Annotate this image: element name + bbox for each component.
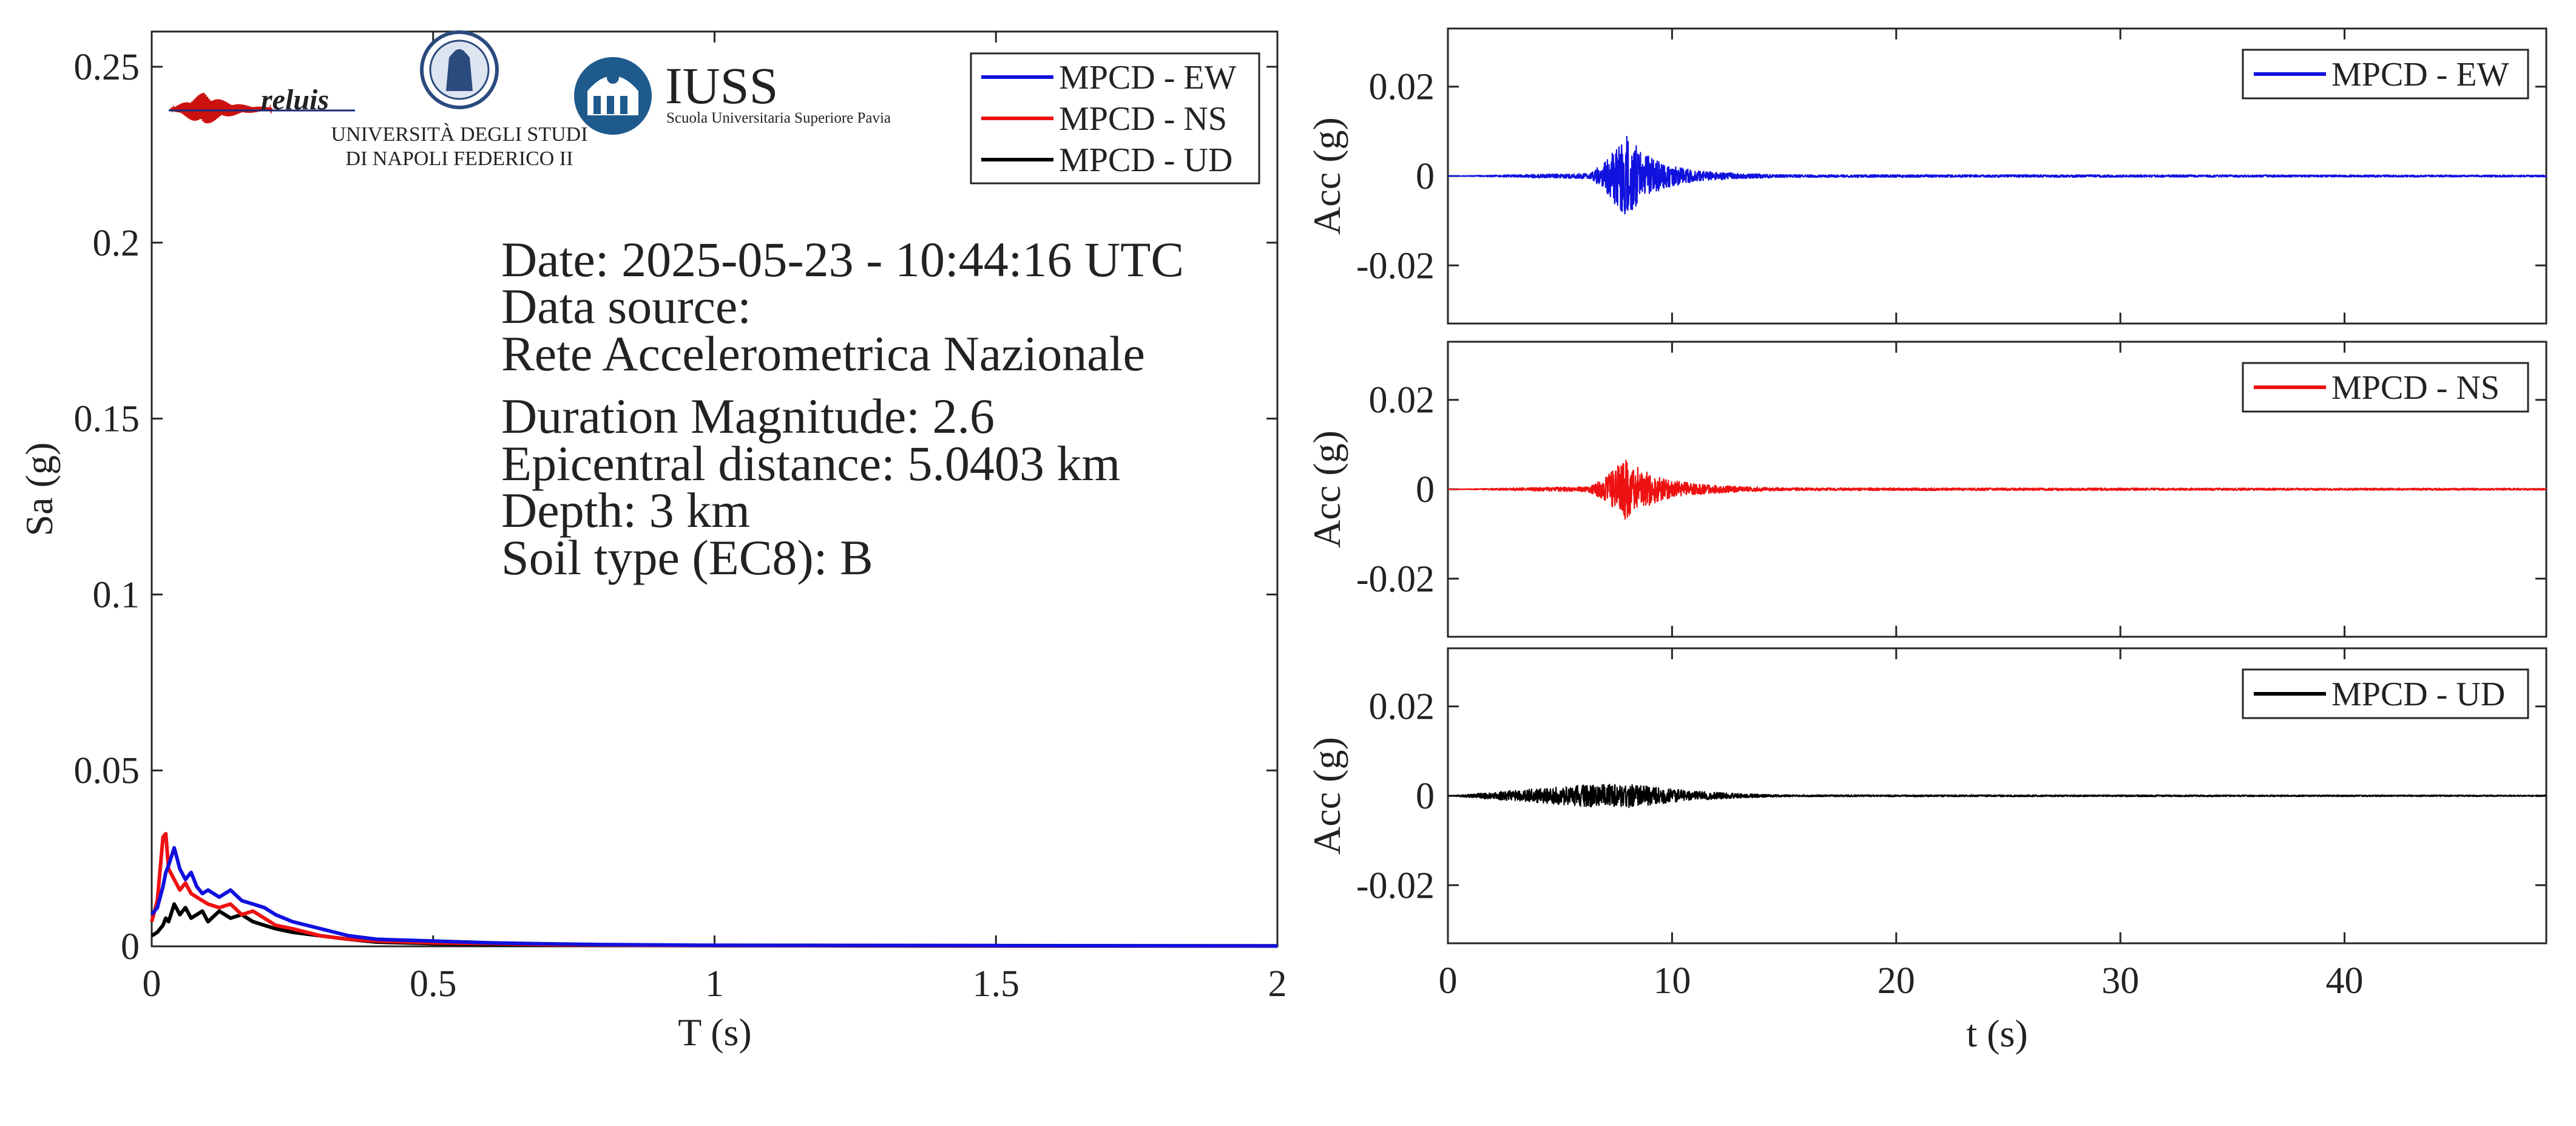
acc-xtick-label: 10	[1653, 960, 1691, 1002]
info-data-source-label: Data source:	[501, 279, 751, 334]
acc-xtick-label: 40	[2326, 960, 2364, 1002]
acc-ytick-label: -0.02	[1356, 865, 1435, 906]
spectrum-ytick-label: 0.1	[93, 574, 140, 616]
iuss-wordmark: IUSS	[665, 56, 778, 115]
legend-label-ud: MPCD - UD	[1059, 141, 1232, 179]
spectrum-xtick-label: 1	[705, 963, 724, 1005]
legend-label-ns: MPCD - NS	[1059, 100, 1227, 138]
acc-ytick-label: 0.02	[1369, 67, 1435, 108]
response-spectrum-chart: 0 0.5 1 1.5 2 0 0.05 0.1 0.15 0.2 0.25 Sa (g) T (s…	[18, 30, 1287, 1054]
info-magnitude: Duration Magnitude: 2.6	[501, 388, 995, 444]
spectrum-series-lines	[150, 832, 1278, 948]
acc-ytick-label: -0.02	[1356, 558, 1435, 600]
unina-name-line2: DI NAPOLI FEDERICO II	[346, 148, 573, 170]
spectrum-xtick-label: 2	[1268, 963, 1287, 1005]
spectrum-xlabel: T (s)	[678, 1011, 751, 1054]
spectrum-line-ew	[150, 846, 1278, 948]
iuss-subtitle: Scuola Universitaria Superiore Pavia	[666, 110, 891, 126]
acc-xlabel: t (s)	[1966, 1012, 2027, 1055]
unina-logo: UNIVERSITÀ DEGLI STUDI DI NAPOLI FEDERIC…	[331, 30, 588, 170]
spectrum-legend: MPCD - EW MPCD - NS MPCD - UD	[970, 52, 1260, 185]
spectrum-xtick-label: 0	[143, 963, 161, 1005]
unina-seal-icon	[420, 30, 499, 109]
spectrum-ytick-label: 0.2	[93, 223, 140, 264]
acc-chart-ud: 0.02 0 -0.02 0 10 20 30 40 Acc (g) t (s) MPCD - UD	[1305, 647, 2547, 1055]
info-data-source-value: Rete Accelerometrica Nazionale	[501, 326, 1145, 381]
acc-ylabel: Acc (g)	[1305, 430, 1348, 548]
spectrum-ytick-label: 0.05	[74, 750, 140, 792]
acc-ytick-label: -0.02	[1356, 245, 1435, 287]
spectrum-xtick-label: 1.5	[973, 963, 1020, 1005]
unina-name-line1: UNIVERSITÀ DEGLI STUDI	[331, 123, 587, 146]
acc-trace-ew	[1447, 135, 2547, 215]
spectrum-ylabel: Sa (g)	[18, 443, 61, 537]
info-epicentral-distance: Epicentral distance: 5.0403 km	[501, 436, 1120, 491]
acc-ytick-label: 0	[1416, 156, 1435, 197]
acc-xtick-label: 20	[1878, 960, 1915, 1002]
reluis-wordmark: reluis	[261, 84, 329, 116]
acc-xtick-label: 0	[1439, 960, 1458, 1002]
spectrum-ticks: 0 0.5 1 1.5 2 0 0.05 0.1 0.15 0.2 0.25	[74, 32, 1287, 1005]
spectrum-ytick-label: 0	[121, 926, 140, 968]
acc-legend-label-ns: MPCD - NS	[2331, 369, 2500, 407]
spectrum-xtick-label: 0.5	[410, 963, 457, 1005]
acc-ylabel: Acc (g)	[1305, 737, 1348, 855]
acc-ytick-label: 0	[1416, 469, 1435, 510]
spectrum-ytick-label: 0.25	[74, 47, 140, 88]
legend-label-ew: MPCD - EW	[1059, 59, 1237, 97]
acc-ylabel: Acc (g)	[1305, 117, 1348, 235]
iuss-logo: IUSS Scuola Universitaria Superiore Pavi…	[574, 56, 891, 135]
acc-legend-label-ud: MPCD - UD	[2331, 676, 2505, 713]
reluis-logo: reluis	[169, 84, 355, 124]
info-soil-type: Soil type (EC8): B	[501, 530, 873, 585]
event-info: Date: 2025-05-23 - 10:44:16 UTC Data sou…	[501, 232, 1184, 585]
acc-trace-ns	[1447, 460, 2547, 520]
acc-ytick-label: 0.02	[1369, 380, 1435, 421]
acc-ytick-label: 0.02	[1369, 687, 1435, 728]
acc-xtick-label: 30	[2101, 960, 2139, 1002]
spectrum-ytick-label: 0.15	[74, 399, 140, 440]
acc-legend-label-ew: MPCD - EW	[2331, 56, 2509, 93]
acc-ytick-label: 0	[1416, 776, 1435, 817]
info-depth: Depth: 3 km	[501, 483, 750, 538]
acc-trace-ud	[1447, 784, 2547, 809]
info-date: Date: 2025-05-23 - 10:44:16 UTC	[501, 232, 1184, 287]
reluis-wave-graphic	[169, 93, 273, 124]
iuss-emblem-icon	[574, 57, 652, 135]
